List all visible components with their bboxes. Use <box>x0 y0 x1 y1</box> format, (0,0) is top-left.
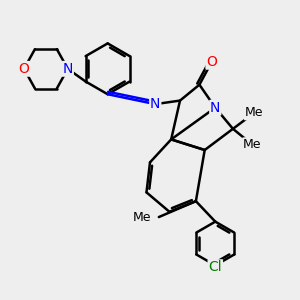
Text: Me: Me <box>133 211 151 224</box>
Text: O: O <box>206 55 217 69</box>
Text: O: O <box>19 62 29 76</box>
Text: N: N <box>210 100 220 115</box>
Text: N: N <box>150 97 160 111</box>
Text: Me: Me <box>245 106 263 119</box>
Text: Cl: Cl <box>208 260 222 274</box>
Text: Me: Me <box>243 138 262 151</box>
Text: N: N <box>63 62 73 76</box>
